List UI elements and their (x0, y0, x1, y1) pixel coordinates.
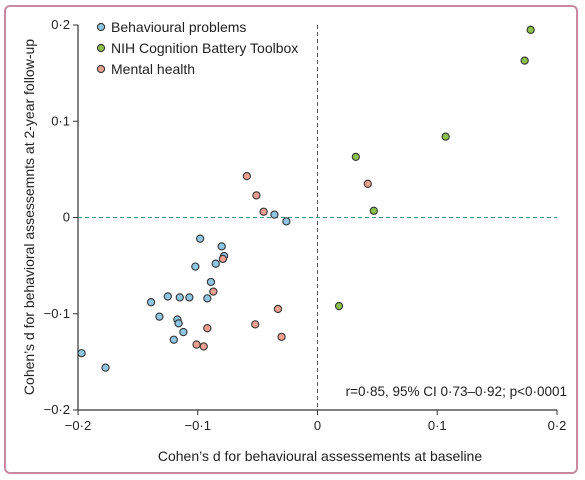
data-point-behavioural-problems (203, 294, 212, 303)
x-tick-label: −0·1 (185, 418, 211, 433)
x-tick-label: −0·2 (65, 418, 91, 433)
legend-label: Mental health (111, 61, 195, 77)
data-point-nih-cognition-battery-toolbox (520, 56, 529, 65)
figure-frame (4, 5, 578, 474)
data-point-behavioural-problems (282, 217, 291, 226)
data-point-behavioural-problems (175, 293, 184, 302)
x-axis-label: Cohen’s d for behavioural assessements a… (158, 448, 482, 464)
data-point-behavioural-problems (174, 319, 183, 328)
data-point-behavioural-problems (191, 262, 200, 271)
legend-marker (96, 64, 106, 74)
data-point-behavioural-problems (217, 242, 226, 251)
x-tick-label: 0·1 (428, 418, 447, 433)
data-point-behavioural-problems (211, 259, 220, 268)
data-point-mental-health (192, 340, 201, 349)
legend-label: Behavioural problems (111, 19, 246, 35)
data-point-mental-health (242, 171, 251, 181)
y-tick-label: 0 (63, 210, 70, 225)
data-point-mental-health (251, 320, 260, 329)
y-tick-label: 0·1 (51, 113, 70, 128)
correlation-annotation: r=0·85, 95% CI 0·73–0·92; p<0·0001 (346, 384, 567, 399)
data-point-mental-health (277, 332, 286, 341)
data-point-behavioural-problems (146, 298, 156, 307)
data-point-behavioural-problems (155, 312, 164, 321)
legend-marker (96, 22, 106, 32)
y-axis-label: Cohen’s d for behavioral assessemnts at … (21, 39, 37, 395)
data-point-nih-cognition-battery-toolbox (351, 152, 360, 162)
data-point-behavioural-problems (169, 335, 178, 344)
data-point-behavioural-problems (195, 234, 205, 243)
x-tick-label: 0 (314, 418, 321, 433)
legend: Behavioural problems NIH Cognition Batter… (96, 19, 298, 77)
data-point-nih-cognition-battery-toolbox (334, 301, 344, 311)
data-point-behavioural-problems (179, 327, 188, 337)
y-tick-label: 0·2 (51, 17, 70, 32)
data-point-behavioural-problems (101, 363, 110, 372)
data-point-nih-cognition-battery-toolbox (526, 25, 535, 34)
legend-label: NIH Cognition Battery Toolbox (111, 40, 298, 56)
data-point-mental-health (209, 287, 218, 296)
data-point-mental-health (363, 179, 372, 188)
data-point-behavioural-problems (163, 292, 172, 301)
data-point-mental-health (203, 324, 212, 333)
data-point-mental-health (199, 342, 208, 351)
legend-marker (96, 43, 106, 53)
data-point-mental-health (259, 207, 268, 216)
y-tick-label: −0·1 (44, 306, 70, 321)
data-point-behavioural-problems (185, 293, 194, 302)
data-point-nih-cognition-battery-toolbox (369, 206, 378, 215)
data-point-mental-health (252, 191, 261, 200)
data-point-nih-cognition-battery-toolbox (441, 132, 450, 141)
data-point-mental-health (273, 304, 283, 314)
y-tick-label: −0·2 (44, 402, 70, 417)
data-point-behavioural-problems (206, 277, 216, 287)
data-point-behavioural-problems (77, 349, 86, 358)
data-point-mental-health (218, 254, 228, 264)
data-point-behavioural-problems (270, 210, 279, 219)
x-tick-label: 0·2 (548, 418, 567, 433)
